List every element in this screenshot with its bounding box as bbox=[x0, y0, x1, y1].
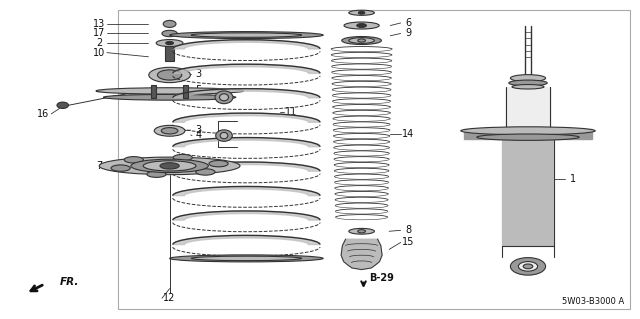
Ellipse shape bbox=[349, 38, 374, 43]
Text: 4: 4 bbox=[195, 130, 202, 140]
Ellipse shape bbox=[163, 20, 176, 27]
Ellipse shape bbox=[131, 159, 209, 173]
Text: 5W03-B3000 A: 5W03-B3000 A bbox=[562, 297, 624, 306]
Ellipse shape bbox=[220, 132, 228, 139]
Ellipse shape bbox=[216, 130, 232, 141]
Text: 1: 1 bbox=[570, 174, 576, 184]
Ellipse shape bbox=[191, 33, 301, 37]
Ellipse shape bbox=[143, 161, 196, 171]
Polygon shape bbox=[173, 89, 320, 98]
Text: 7: 7 bbox=[96, 161, 102, 171]
Ellipse shape bbox=[160, 163, 179, 169]
Ellipse shape bbox=[511, 258, 545, 275]
Ellipse shape bbox=[124, 157, 143, 163]
Polygon shape bbox=[173, 187, 320, 196]
Polygon shape bbox=[96, 91, 243, 98]
Ellipse shape bbox=[215, 91, 233, 104]
Ellipse shape bbox=[170, 32, 323, 39]
Bar bbox=[165, 46, 174, 61]
Ellipse shape bbox=[461, 127, 595, 135]
Text: 13: 13 bbox=[93, 19, 106, 29]
Bar bbox=[506, 129, 550, 139]
Text: 5: 5 bbox=[195, 85, 202, 95]
Ellipse shape bbox=[196, 169, 215, 175]
Ellipse shape bbox=[357, 24, 367, 27]
Text: 2: 2 bbox=[96, 38, 102, 48]
Polygon shape bbox=[173, 113, 320, 122]
Polygon shape bbox=[173, 211, 320, 220]
Text: 14: 14 bbox=[402, 129, 415, 139]
Text: 16: 16 bbox=[37, 109, 50, 119]
Ellipse shape bbox=[349, 228, 374, 234]
Ellipse shape bbox=[342, 36, 381, 44]
Ellipse shape bbox=[358, 39, 365, 42]
Polygon shape bbox=[173, 235, 320, 245]
Bar bbox=[151, 85, 156, 98]
Ellipse shape bbox=[161, 128, 178, 134]
Ellipse shape bbox=[220, 94, 228, 101]
Ellipse shape bbox=[511, 75, 545, 82]
Ellipse shape bbox=[509, 80, 547, 86]
Ellipse shape bbox=[349, 10, 374, 15]
Ellipse shape bbox=[191, 256, 301, 261]
Ellipse shape bbox=[358, 11, 365, 14]
Text: 8: 8 bbox=[405, 225, 412, 235]
Text: 3: 3 bbox=[195, 69, 202, 79]
Text: 12: 12 bbox=[163, 293, 176, 303]
Polygon shape bbox=[464, 129, 506, 139]
Ellipse shape bbox=[111, 165, 130, 171]
Ellipse shape bbox=[518, 262, 538, 271]
Ellipse shape bbox=[157, 70, 182, 80]
Ellipse shape bbox=[170, 255, 323, 262]
Ellipse shape bbox=[96, 88, 243, 94]
Ellipse shape bbox=[156, 40, 183, 47]
Ellipse shape bbox=[358, 230, 365, 233]
Text: 17: 17 bbox=[93, 28, 106, 39]
Bar bbox=[502, 128, 554, 246]
Text: 3: 3 bbox=[195, 125, 202, 135]
Ellipse shape bbox=[104, 94, 236, 100]
Ellipse shape bbox=[477, 134, 579, 140]
Ellipse shape bbox=[162, 30, 177, 37]
Bar bbox=[506, 87, 550, 128]
Bar bbox=[183, 85, 188, 98]
Text: 11: 11 bbox=[285, 107, 298, 117]
Polygon shape bbox=[173, 64, 320, 73]
Polygon shape bbox=[173, 162, 320, 171]
Ellipse shape bbox=[173, 154, 192, 161]
Ellipse shape bbox=[57, 102, 68, 108]
Text: B-29: B-29 bbox=[369, 273, 394, 283]
Polygon shape bbox=[550, 129, 592, 139]
Bar bbox=[118, 10, 630, 309]
Polygon shape bbox=[341, 239, 382, 270]
Text: 15: 15 bbox=[402, 237, 415, 248]
Ellipse shape bbox=[524, 264, 532, 269]
Polygon shape bbox=[173, 137, 320, 147]
Text: 9: 9 bbox=[405, 28, 412, 39]
Polygon shape bbox=[173, 40, 320, 49]
Text: FR.: FR. bbox=[60, 277, 79, 287]
Ellipse shape bbox=[344, 22, 379, 29]
Ellipse shape bbox=[147, 171, 166, 177]
Ellipse shape bbox=[154, 125, 185, 136]
Text: 10: 10 bbox=[93, 48, 106, 58]
Ellipse shape bbox=[149, 67, 191, 83]
Text: 4: 4 bbox=[195, 92, 202, 102]
Ellipse shape bbox=[166, 41, 173, 45]
Ellipse shape bbox=[512, 85, 544, 89]
Ellipse shape bbox=[99, 157, 240, 175]
Ellipse shape bbox=[209, 160, 228, 167]
Text: 6: 6 bbox=[405, 18, 412, 28]
